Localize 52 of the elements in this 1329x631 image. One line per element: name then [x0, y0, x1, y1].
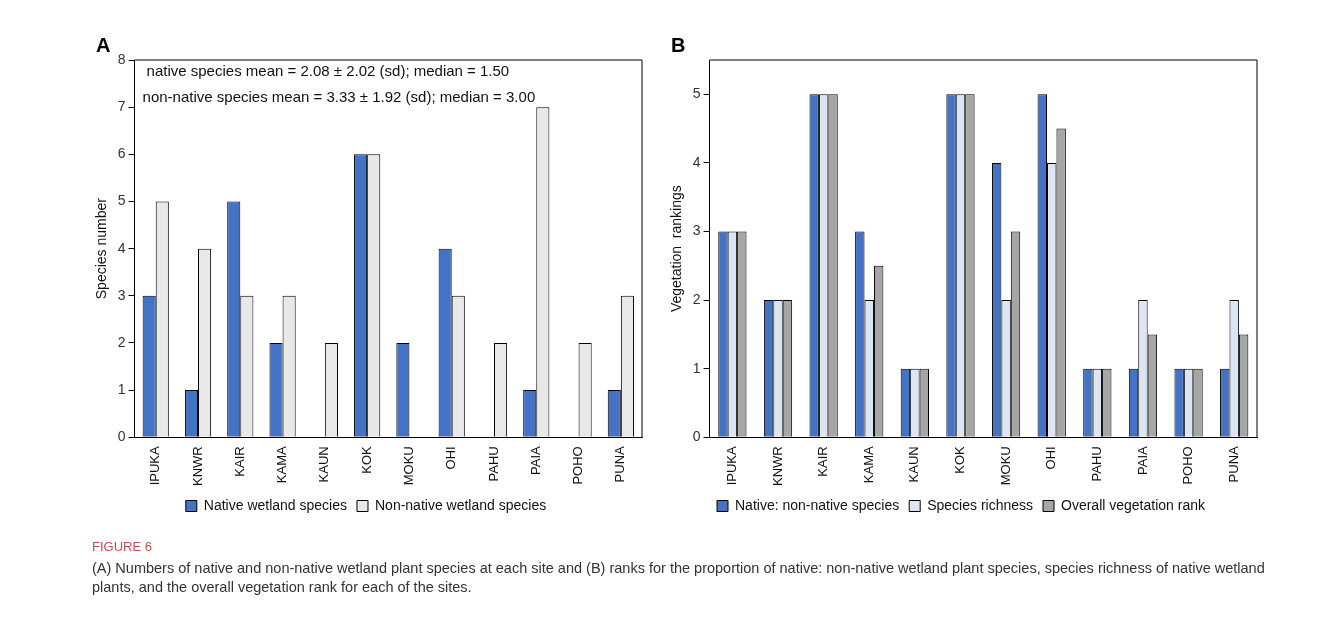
y-tick-label: 1	[117, 380, 126, 397]
x-tick-label: KOK	[952, 445, 968, 474]
annotation: non-native species mean = 3.33 ± 1.92 (sd); median = 3.00	[142, 88, 536, 106]
y-tick-label: 4	[117, 239, 126, 256]
y-tick-label: 2	[117, 333, 126, 350]
x-tick-label: KAMA	[274, 445, 290, 484]
x-tick-label: KNWR	[189, 446, 205, 486]
x-tick-label: KAMA	[860, 445, 876, 484]
x-tick-label: PAHU	[1088, 446, 1104, 482]
chart-title: A	[96, 34, 111, 57]
x-tick-label: PUNA	[1225, 445, 1241, 483]
y-tick-label: 8	[117, 50, 126, 67]
y-axis-title: Vegetation rankings	[668, 185, 685, 313]
y-tick-label: 1	[692, 359, 701, 376]
x-tick-label: KOK	[358, 445, 374, 474]
y-tick-label: 6	[117, 145, 126, 162]
legend-label: Native wetland species	[203, 496, 347, 513]
x-tick-label: PAIA	[527, 445, 543, 475]
y-tick-label: 3	[692, 222, 701, 239]
y-tick-label: 5	[117, 192, 126, 209]
y-tick-label: 7	[117, 98, 126, 115]
chart-title: B	[671, 34, 686, 57]
x-tick-label: IPUKA	[147, 445, 163, 486]
legend-label: Overall vegetation rank	[1061, 496, 1206, 513]
y-tick-label: 4	[692, 153, 701, 170]
y-tick-label: 0	[692, 428, 701, 445]
text: (A) Numbers of native and non-native wetland plant species at each site and (B) ranks for the proportion of native: non-native wetland plant species, species richness of native wetland plants, and the overall vegetation rank for each of the sites.	[92, 558, 1266, 598]
x-tick-label: KAIR	[815, 446, 831, 477]
y-tick-label: 2	[692, 290, 701, 307]
x-tick-label: KAUN	[316, 446, 332, 483]
x-tick-label: POHO	[1180, 446, 1196, 485]
x-tick-label: PAIA	[1134, 445, 1150, 475]
y-tick-label: 0	[117, 428, 126, 445]
legend-label: Native: non-native species	[735, 496, 900, 513]
x-tick-label: OHI	[443, 446, 459, 470]
x-tick-label: PUNA	[612, 445, 628, 483]
caption: FIGURE 6	[92, 538, 153, 556]
x-tick-label: KAIR	[231, 446, 247, 477]
annotation: native species mean = 2.08 ± 2.02 (sd); median = 1.50	[146, 62, 510, 80]
y-tick-label: 5	[692, 85, 701, 102]
x-tick-label: MOKU	[401, 446, 417, 486]
x-tick-label: IPUKA	[723, 445, 739, 486]
x-tick-label: KAUN	[906, 446, 922, 483]
y-axis-title: Species number	[93, 197, 110, 300]
x-tick-label: POHO	[570, 446, 586, 485]
x-tick-label: KNWR	[769, 446, 785, 486]
legend-label: Species richness	[927, 496, 1034, 513]
legend-label: Non-native wetland species	[374, 496, 547, 513]
x-tick-label: MOKU	[997, 446, 1013, 486]
x-tick-label: OHI	[1043, 446, 1059, 470]
y-tick-label: 3	[117, 286, 126, 303]
x-tick-label: PAHU	[485, 446, 501, 482]
